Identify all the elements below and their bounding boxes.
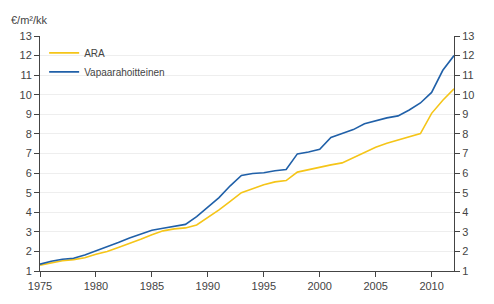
svg-text:€/m²/kk: €/m²/kk: [11, 14, 48, 26]
svg-text:1975: 1975: [28, 280, 52, 292]
svg-text:1: 1: [462, 265, 468, 277]
svg-text:11: 11: [20, 69, 31, 81]
svg-text:5: 5: [26, 187, 32, 199]
svg-text:6: 6: [462, 167, 468, 179]
svg-text:12: 12: [462, 49, 474, 61]
svg-text:2000: 2000: [307, 280, 331, 292]
svg-text:8: 8: [26, 128, 32, 140]
svg-text:1990: 1990: [196, 280, 220, 292]
svg-text:10: 10: [20, 89, 32, 101]
svg-text:9: 9: [26, 108, 32, 120]
svg-text:11: 11: [462, 69, 473, 81]
svg-text:3: 3: [462, 226, 468, 238]
svg-text:2: 2: [26, 245, 32, 257]
svg-text:ARA: ARA: [84, 48, 105, 59]
svg-text:3: 3: [26, 226, 32, 238]
svg-text:8: 8: [462, 128, 468, 140]
svg-text:9: 9: [462, 108, 468, 120]
svg-text:12: 12: [20, 49, 32, 61]
svg-text:13: 13: [462, 30, 474, 42]
svg-text:7: 7: [462, 147, 468, 159]
svg-text:1: 1: [26, 265, 32, 277]
svg-text:13: 13: [20, 30, 32, 42]
svg-text:6: 6: [26, 167, 32, 179]
svg-text:Vapaarahoitteinen: Vapaarahoitteinen: [84, 67, 164, 78]
svg-text:7: 7: [26, 147, 32, 159]
svg-text:10: 10: [462, 89, 474, 101]
svg-text:4: 4: [26, 206, 32, 218]
svg-text:5: 5: [462, 187, 468, 199]
svg-text:1985: 1985: [140, 280, 164, 292]
svg-text:1995: 1995: [252, 280, 276, 292]
svg-text:1980: 1980: [84, 280, 108, 292]
svg-text:2010: 2010: [419, 280, 443, 292]
svg-text:2: 2: [462, 245, 468, 257]
svg-text:2005: 2005: [363, 280, 387, 292]
svg-text:4: 4: [462, 206, 468, 218]
